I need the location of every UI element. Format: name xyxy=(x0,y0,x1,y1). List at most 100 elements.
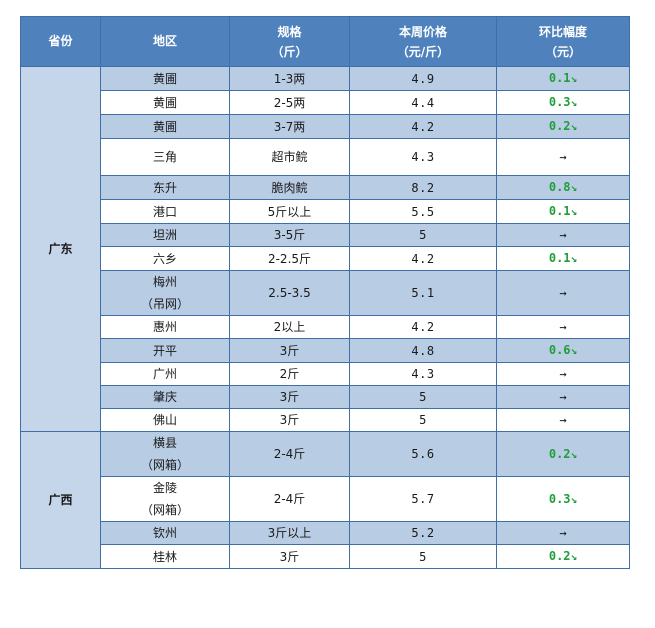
region-label: 三角 xyxy=(152,150,177,164)
change-value: 0.6 xyxy=(548,343,571,357)
arrow-right-icon: → xyxy=(559,286,567,300)
table-row: 港口 5斤以上 5.5 0.1↘ xyxy=(21,199,630,224)
region-label: 黄圃 xyxy=(152,95,177,110)
table-row: 佛山 3斤 5 → xyxy=(21,408,630,432)
change-cell: → xyxy=(496,270,630,316)
table-row: 坦洲 3-5斤 5 → xyxy=(21,223,630,247)
arrow-down-icon: ↘ xyxy=(570,120,578,133)
table-row: 东升 脆肉鲩 8.2 0.8↘ xyxy=(21,175,630,200)
spec-cell: 3斤 xyxy=(229,408,350,432)
change-value: 0.2 xyxy=(548,119,571,133)
change-cell: 0.3↘ xyxy=(496,90,630,115)
change-cell: 0.2↘ xyxy=(496,544,630,569)
table-row: 黄圃 2-5两 4.4 0.3↘ xyxy=(21,90,630,115)
price-cell: 4.8 xyxy=(349,338,497,363)
table-row: 惠州 2以上 4.2 → xyxy=(21,315,630,339)
region-cell: 港口 xyxy=(100,199,230,224)
header-change: 环比幅度 （元） xyxy=(496,16,630,67)
change-cell: → xyxy=(496,223,630,247)
table-row: 广州 2斤 4.3 → xyxy=(21,362,630,386)
province-cell: 广西 xyxy=(20,431,101,569)
table-row: 梅州 （吊网） 2.5-3.5 5.1 → xyxy=(21,270,630,316)
price-cell: 5.1 xyxy=(349,270,497,316)
region-label: 横县 xyxy=(152,436,177,450)
change-value: 0.1 xyxy=(548,71,571,85)
region-label: 肇庆 xyxy=(152,390,177,404)
change-value: 0.2 xyxy=(548,549,571,563)
price-cell: 8.2 xyxy=(349,175,497,200)
region-label: 梅州 xyxy=(152,275,177,289)
region-label: （网箱） xyxy=(140,503,189,517)
arrow-down-icon: ↘ xyxy=(570,96,578,109)
table-body: 广东 黄圃 1-3两 4.9 0.1↘ 黄圃 2-5两 4.4 0.3↘ 黄圃 3-7两 4.2 0.2… xyxy=(20,66,630,569)
spec-cell: 2-2.5斤 xyxy=(229,246,350,271)
change-cell: 0.8↘ xyxy=(496,175,630,200)
arrow-right-icon: → xyxy=(559,228,567,242)
region-label: 坦洲 xyxy=(152,228,177,242)
region-cell: 横县 （网箱） xyxy=(100,431,230,477)
price-cell: 4.3 xyxy=(349,362,497,386)
region-cell: 黄圃 xyxy=(100,66,230,91)
change-value: 0.1 xyxy=(548,204,571,218)
spec-cell: 2-5两 xyxy=(229,90,350,115)
table-row: 广东 黄圃 1-3两 4.9 0.1↘ xyxy=(20,66,630,432)
region-cell: 六乡 xyxy=(100,246,230,271)
table-row: 钦州 3斤以上 5.2 → xyxy=(21,521,630,545)
region-label: （网箱） xyxy=(140,458,189,472)
region-label: 黄圃 xyxy=(152,71,177,86)
table-header: 省份 地区 规格 （斤） 本周价格 （元/斤） 环比幅度 （元） xyxy=(20,16,630,67)
price-cell: 5 xyxy=(349,385,497,409)
change-cell: 0.1↘ xyxy=(496,246,630,271)
header-change-line2: （元） xyxy=(544,44,581,59)
spec-cell: 2.5-3.5 xyxy=(229,270,350,316)
region-cell: 东升 xyxy=(100,175,230,200)
price-cell: 5 xyxy=(349,544,497,569)
header-spec-line2: （斤） xyxy=(271,44,308,59)
arrow-down-icon: ↘ xyxy=(570,181,578,194)
arrow-down-icon: ↘ xyxy=(570,344,578,357)
header-price-line2: （元/斤） xyxy=(396,44,450,59)
change-cell: → xyxy=(496,315,630,339)
change-cell: 0.3↘ xyxy=(496,476,630,522)
arrow-right-icon: → xyxy=(559,526,567,540)
region-cell: 梅州 （吊网） xyxy=(100,270,230,316)
region-cell: 广州 xyxy=(100,362,230,386)
region-label: （吊网） xyxy=(140,297,189,311)
price-cell: 4.3 xyxy=(349,138,497,176)
spec-cell: 5斤以上 xyxy=(229,199,350,224)
region-label: 桂林 xyxy=(152,549,177,564)
spec-cell: 2斤 xyxy=(229,362,350,386)
province-cell: 广东 xyxy=(20,66,101,432)
price-cell: 5.2 xyxy=(349,521,497,545)
region-label: 港口 xyxy=(152,204,177,219)
header-spec: 规格 （斤） xyxy=(229,16,350,67)
region-cell: 黄圃 xyxy=(100,90,230,115)
price-cell: 4.4 xyxy=(349,90,497,115)
change-cell: 0.2↘ xyxy=(496,114,630,139)
header-province: 省份 xyxy=(20,16,101,67)
arrow-down-icon: ↘ xyxy=(570,72,578,85)
price-cell: 5.6 xyxy=(349,431,497,477)
table-row: 六乡 2-2.5斤 4.2 0.1↘ xyxy=(21,246,630,271)
table-row: 三角 超市鲩 4.3 → xyxy=(21,138,630,176)
region-label: 开平 xyxy=(152,343,177,358)
region-label: 东升 xyxy=(152,180,177,195)
spec-cell: 2-4斤 xyxy=(229,431,350,477)
arrow-right-icon: → xyxy=(559,320,567,334)
spec-cell: 3斤以上 xyxy=(229,521,350,545)
region-cell: 惠州 xyxy=(100,315,230,339)
region-cell: 钦州 xyxy=(100,521,230,545)
region-cell: 黄圃 xyxy=(100,114,230,139)
region-label: 钦州 xyxy=(152,526,177,540)
change-cell: 0.2↘ xyxy=(496,431,630,477)
region-label: 黄圃 xyxy=(152,119,177,134)
spec-cell: 3-5斤 xyxy=(229,223,350,247)
region-label: 金陵 xyxy=(152,481,177,495)
table-row: 黄圃 3-7两 4.2 0.2↘ xyxy=(21,114,630,139)
header-region: 地区 xyxy=(100,16,230,67)
header-spec-line1: 规格 xyxy=(277,24,302,39)
change-value: 0.3 xyxy=(548,95,571,109)
arrow-down-icon: ↘ xyxy=(570,447,578,461)
spec-cell: 3-7两 xyxy=(229,114,350,139)
arrow-right-icon: → xyxy=(559,390,567,404)
